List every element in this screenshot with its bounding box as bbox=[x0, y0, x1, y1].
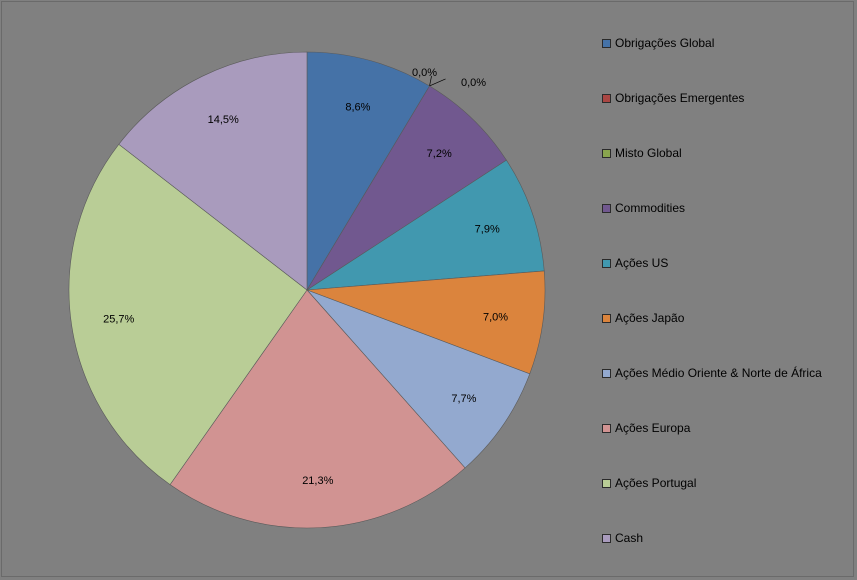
pie-slice bbox=[306, 270, 546, 375]
slice-data-label: 14,5% bbox=[208, 114, 239, 126]
pie-slice bbox=[118, 51, 308, 291]
legend-item: Ações Portugal bbox=[602, 476, 696, 490]
slice-data-label: 21,3% bbox=[302, 475, 333, 487]
slice-data-label: 7,7% bbox=[451, 393, 476, 405]
pie-slice bbox=[306, 289, 531, 469]
legend-item: Commodities bbox=[602, 201, 685, 215]
legend-label: Ações Europa bbox=[615, 421, 691, 435]
legend-item: Ações Médio Oriente & Norte de África bbox=[602, 366, 822, 380]
legend-item: Misto Global bbox=[602, 146, 682, 160]
slice-data-label: 7,2% bbox=[427, 148, 452, 160]
legend-swatch bbox=[602, 313, 611, 323]
legend-swatch bbox=[602, 533, 611, 543]
legend-item: Cash bbox=[602, 531, 643, 545]
legend-swatch bbox=[602, 93, 611, 103]
pie-slice bbox=[169, 289, 466, 529]
pie-slice bbox=[68, 143, 308, 486]
legend-label: Obrigações Emergentes bbox=[615, 91, 745, 105]
legend-item: Obrigações Emergentes bbox=[602, 91, 744, 105]
legend-item: Obrigações Global bbox=[602, 36, 714, 50]
legend-label: Misto Global bbox=[615, 146, 682, 160]
legend-swatch bbox=[602, 368, 611, 378]
slice-data-label: 25,7% bbox=[103, 313, 134, 325]
legend-item: Ações Japão bbox=[602, 311, 684, 325]
pie-slice bbox=[306, 159, 545, 291]
slice-data-label: 0,0% bbox=[461, 77, 486, 89]
legend-swatch bbox=[602, 148, 611, 158]
legend-swatch bbox=[602, 38, 611, 48]
legend-swatch bbox=[602, 478, 611, 488]
pie-slice bbox=[306, 51, 430, 292]
slice-data-label: 0,0% bbox=[412, 67, 437, 79]
legend-label: Ações Japão bbox=[615, 311, 685, 325]
legend-item: Ações US bbox=[602, 256, 668, 270]
slice-data-label: 8,6% bbox=[345, 102, 370, 114]
legend-label: Ações Médio Oriente & Norte de África bbox=[615, 366, 822, 380]
legend-label: Commodities bbox=[615, 201, 686, 215]
slice-data-label: 7,9% bbox=[475, 224, 500, 236]
legend-label: Ações Portugal bbox=[615, 476, 697, 490]
leader-line bbox=[429, 75, 432, 87]
legend: Obrigações Global Obrigações Emergentes Mi… bbox=[602, 36, 852, 546]
pie-slice bbox=[306, 85, 507, 291]
leader-line bbox=[429, 78, 446, 87]
legend-label: Ações US bbox=[615, 256, 669, 270]
legend-label: Cash bbox=[615, 531, 644, 545]
legend-swatch bbox=[602, 258, 611, 268]
legend-swatch bbox=[602, 203, 611, 213]
legend-label: Obrigações Global bbox=[615, 36, 715, 50]
legend-item: Ações Europa bbox=[602, 421, 690, 435]
slice-data-label: 7,0% bbox=[483, 312, 508, 324]
legend-swatch bbox=[602, 423, 611, 433]
